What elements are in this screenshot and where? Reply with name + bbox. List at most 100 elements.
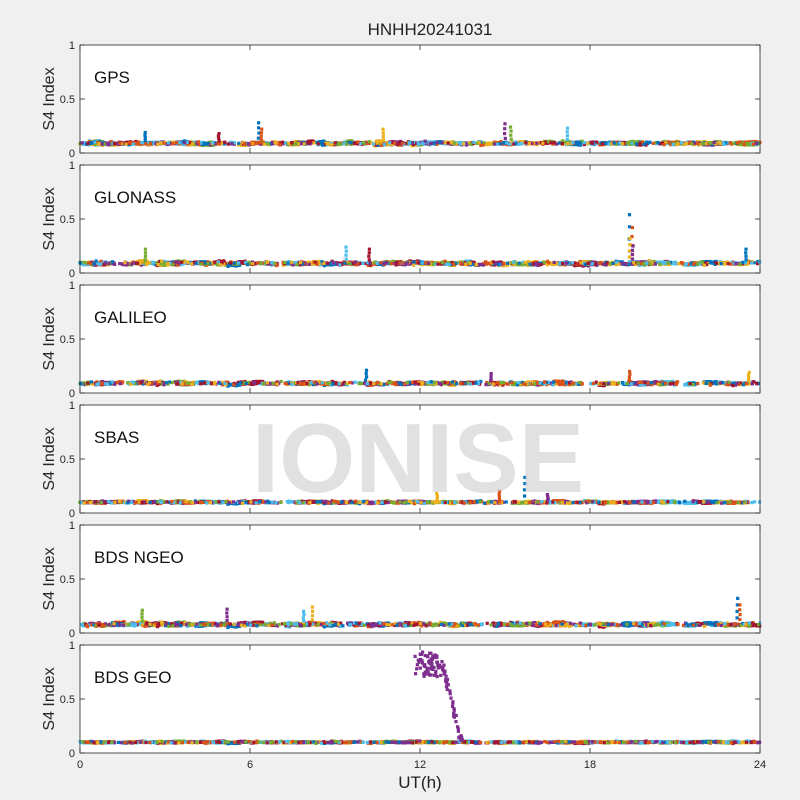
data-point [690,142,694,146]
data-point [326,261,330,265]
data-point [696,141,700,146]
data-point [573,261,577,265]
data-point [547,261,551,265]
spike-point [508,125,513,129]
data-point [676,142,680,146]
spike-point [367,251,371,255]
data-point [371,142,376,146]
data-point [166,261,170,265]
data-point [295,263,299,267]
data-point [333,141,337,145]
spike-point [630,257,635,261]
data-point [237,261,241,265]
data-point [190,142,195,146]
spike-point [367,258,371,262]
data-point [517,261,521,265]
panel-label: GPS [94,68,130,87]
data-point [642,261,646,265]
data-point [734,261,738,265]
data-point [468,261,472,265]
data-point [498,142,502,146]
data-point [287,142,291,146]
data-point [97,141,101,145]
data-point [638,141,642,145]
data-point [447,262,451,267]
data-point [215,263,219,267]
data-point [290,260,294,264]
spike-point [259,134,263,138]
data-point [435,140,439,145]
spike-point [627,255,631,259]
data-point [160,259,164,263]
data-point [750,261,754,265]
data-point [356,140,360,144]
data-point [86,141,90,145]
data-point [232,261,236,265]
data-point [667,140,671,144]
data-point [729,262,733,266]
data-point [575,140,579,144]
data-point [639,262,643,266]
data-point [390,262,394,266]
data-point [263,142,267,146]
data-point [159,262,163,266]
data-point [601,262,605,266]
spike-point [143,139,147,143]
spike-point [631,244,635,248]
data-point [497,262,501,267]
data-point [735,141,739,145]
spike-point [381,134,385,138]
spike-point [627,213,632,217]
spike-point [628,236,632,240]
data-point [517,142,521,146]
spike-point [217,139,221,143]
data-point [228,261,232,265]
data-point [590,262,594,266]
data-point [416,142,420,146]
data-point [123,261,127,265]
spike-point [565,137,569,142]
data-point [156,142,160,146]
data-point [520,142,524,146]
data-point [742,143,746,147]
data-point [299,261,303,265]
data-point [620,141,624,146]
spike-point [744,251,748,255]
data-point [404,261,408,265]
data-point [732,141,736,145]
data-point [361,261,365,265]
data-point [100,142,104,146]
data-point [524,141,528,145]
data-point [512,260,516,264]
data-point [283,260,287,265]
data-point [579,143,583,147]
data-point [286,261,290,265]
data-point [469,142,473,146]
data-point [265,260,270,264]
data-point [382,143,386,147]
data-point [552,141,556,145]
data-point [180,260,184,264]
data-point [420,141,424,145]
data-point [754,141,759,145]
data-point [124,142,128,146]
data-point [178,141,182,145]
data-point [440,141,444,145]
data-point [92,262,96,266]
spike-point [256,136,260,140]
spike-point [257,121,261,125]
data-point [612,141,616,145]
data-point [579,261,583,265]
data-point [722,262,727,266]
data-point [107,262,111,266]
data-point [182,141,187,145]
data-point [684,262,688,266]
data-point [427,261,431,265]
data-point [583,263,587,267]
data-point [131,142,136,146]
data-point [505,261,510,265]
spike-point [259,131,264,135]
